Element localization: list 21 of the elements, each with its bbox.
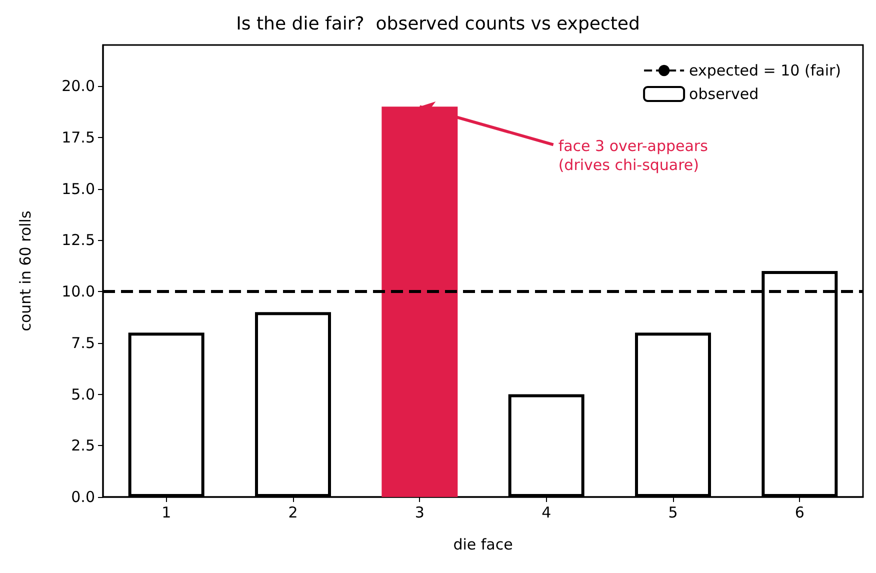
x-tick-label: 3 bbox=[414, 504, 424, 522]
x-tick-label: 1 bbox=[162, 504, 172, 522]
y-tick-label: 10.0 bbox=[62, 282, 95, 301]
y-tick-label: 17.5 bbox=[62, 128, 95, 146]
y-tick-label: 20.0 bbox=[62, 77, 95, 96]
y-tick-label: 15.0 bbox=[62, 180, 95, 198]
y-tick-label: 2.5 bbox=[71, 436, 95, 455]
legend-label: expected = 10 (fair) bbox=[689, 62, 842, 80]
y-tick-label: 5.0 bbox=[71, 385, 95, 404]
y-tick-label: 0.0 bbox=[71, 488, 95, 506]
y-tick-label: 7.5 bbox=[71, 334, 95, 352]
annotation: face 3 over-appears (drives chi-square) bbox=[558, 137, 708, 174]
legend-label: observed bbox=[689, 85, 759, 103]
x-tick-label: 4 bbox=[542, 504, 552, 522]
chart-title: Is the die fair? observed counts vs expected bbox=[236, 14, 640, 34]
x-tick-label: 5 bbox=[668, 504, 678, 522]
y-axis-title: count in 60 rolls bbox=[16, 210, 34, 332]
x-tick-label: 6 bbox=[794, 504, 804, 522]
y-tick-label: 12.5 bbox=[62, 231, 95, 250]
x-axis-title: die face bbox=[453, 536, 513, 554]
x-tick-label: 2 bbox=[288, 504, 298, 522]
